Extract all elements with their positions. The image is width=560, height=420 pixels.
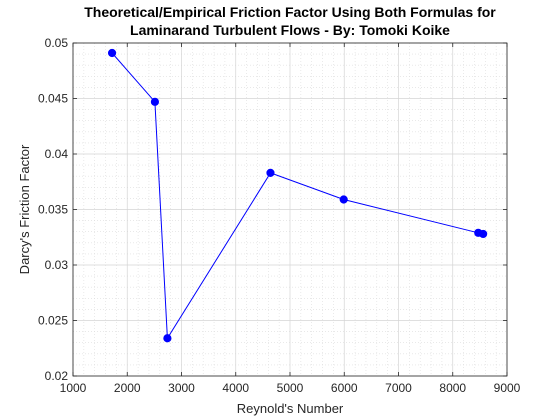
y-tick-label: 0.045 [38,92,68,106]
chart-title-line-1: Theoretical/Empirical Friction Factor Us… [84,4,496,20]
y-tick-label: 0.02 [45,369,69,383]
y-tick-label: 0.035 [38,203,68,217]
data-point [163,334,172,343]
y-tick-label: 0.03 [45,258,69,272]
y-tick-label: 0.04 [45,147,69,161]
data-series [107,48,488,343]
y-tick-label: 0.025 [38,314,68,328]
x-tick-label: 2000 [114,381,141,395]
x-tick-label: 7000 [385,381,412,395]
x-tick-label: 1000 [60,381,87,395]
y-axis-label: Darcy's Friction Factor [17,144,32,274]
x-tick-label: 4000 [222,381,249,395]
x-tick-labels: 1000 2000 3000 4000 5000 6000 7000 8000 9000 [60,381,521,395]
y-tick-label: 0.05 [45,36,69,50]
data-point [479,229,488,239]
x-tick-label: 8000 [439,381,466,395]
data-point [339,195,348,204]
plot-frame [72,42,508,377]
x-tick-label: 3000 [168,381,195,395]
data-point [150,97,160,106]
x-tick-label: 5000 [277,381,304,395]
x-tick-label: 6000 [331,381,358,395]
data-point [107,48,117,58]
data-point [266,168,275,177]
y-tick-labels: 0.02 0.025 0.03 0.035 0.04 0.045 0.05 [38,36,68,383]
chart-title-line-2: Laminarand Turbulent Flows - By: Tomoki … [130,22,450,38]
axis-ticks [72,42,508,377]
x-tick-label: 9000 [494,381,521,395]
x-axis-label: Reynold's Number [237,401,344,416]
